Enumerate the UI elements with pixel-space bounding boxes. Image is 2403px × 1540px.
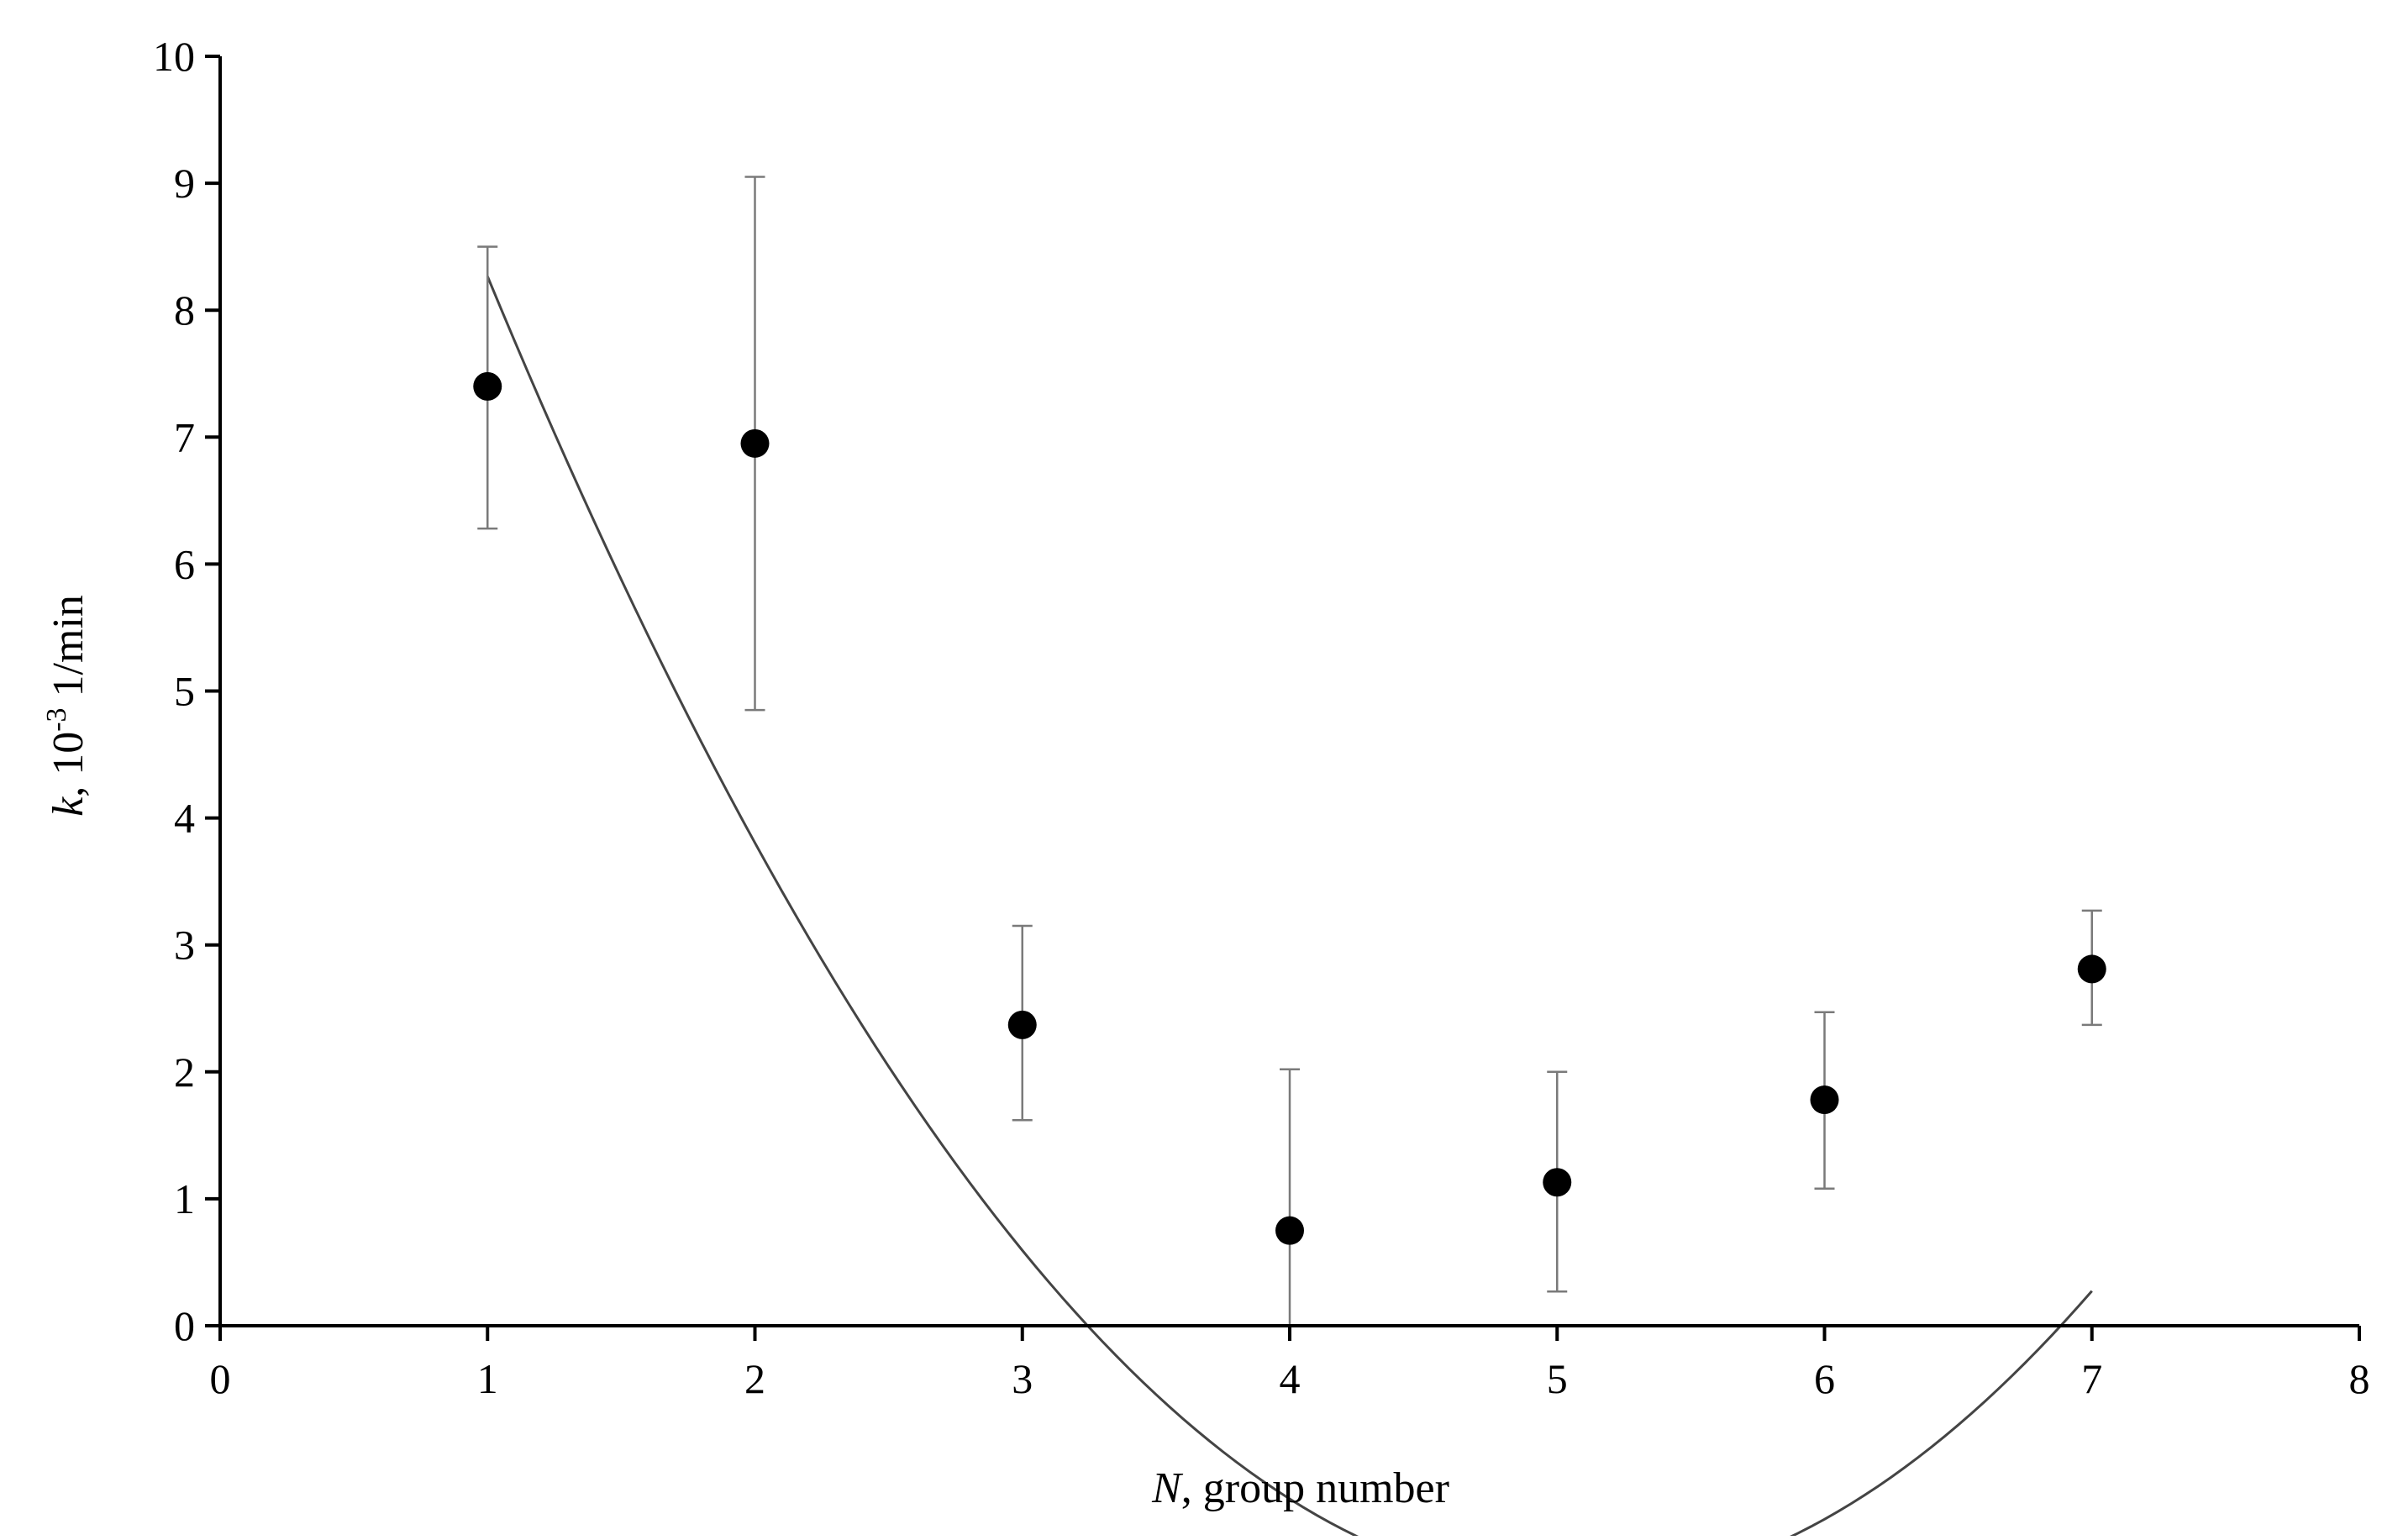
y-axis-title-text: , 10 [45, 732, 92, 797]
x-tick-label: 1 [477, 1355, 498, 1402]
x-tick-label: 6 [1814, 1355, 1835, 1402]
data-point [473, 371, 502, 401]
y-tick-label: 5 [174, 668, 195, 715]
x-tick-label: 0 [210, 1355, 231, 1402]
data-point [740, 428, 770, 458]
x-tick-label: 8 [2349, 1355, 2370, 1402]
y-axis-title-unit: 1/min [45, 595, 92, 707]
data-points-layer [473, 371, 2106, 1245]
y-tick-label: 3 [174, 922, 195, 969]
y-tick-label: 8 [174, 286, 195, 334]
y-tick-label: 7 [174, 413, 195, 460]
error-bar [1280, 1068, 1300, 1326]
y-axis-title-superscript: -3 [41, 707, 72, 731]
x-tick-label: 5 [1547, 1355, 1568, 1402]
y-axis-title: k, 10-3 1/min [41, 595, 92, 817]
x-tick-label: 7 [2081, 1355, 2102, 1402]
y-axis-variable: k [45, 796, 92, 817]
data-point [1007, 1010, 1037, 1039]
x-tick-label: 3 [1012, 1355, 1033, 1402]
y-tick-label: 10 [153, 33, 195, 80]
y-tick-label: 1 [174, 1175, 195, 1222]
axes-layer [205, 55, 2361, 1341]
x-axis-variable: N [1151, 1464, 1184, 1512]
data-point [1543, 1168, 1572, 1197]
x-axis-title: N, group number [1151, 1464, 1449, 1512]
error-bars-layer [477, 176, 2102, 1326]
data-point [1275, 1216, 1304, 1245]
trend-line [486, 276, 2093, 1540]
y-tick-label: 4 [174, 795, 195, 842]
tick-labels-layer: 0 1 2 3 4 5 6 7 8 9 10 0 1 2 3 4 5 6 7 8 [153, 33, 2370, 1402]
y-tick-label: 9 [174, 160, 195, 207]
trend-layer [486, 276, 2093, 1540]
data-point [1810, 1085, 1839, 1115]
data-point [2077, 954, 2106, 984]
y-tick-label: 2 [174, 1049, 195, 1096]
x-tick-label: 4 [1280, 1355, 1301, 1402]
y-tick-label: 6 [174, 540, 195, 587]
x-axis-title-text: , group number [1181, 1464, 1449, 1512]
y-tick-label: 0 [174, 1302, 195, 1349]
x-tick-label: 2 [744, 1355, 765, 1402]
